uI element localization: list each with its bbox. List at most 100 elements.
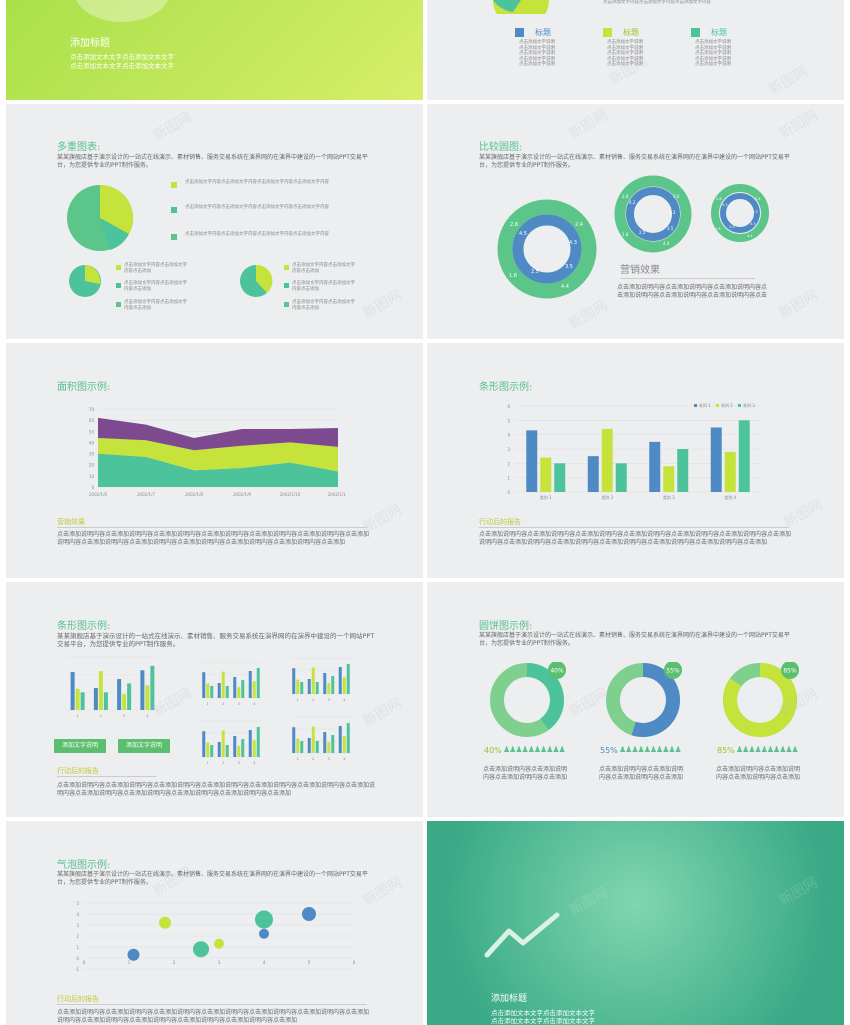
donut-value-arc bbox=[723, 663, 797, 737]
watermark: 新图网 bbox=[150, 864, 195, 900]
bar bbox=[300, 741, 304, 753]
bar bbox=[217, 742, 221, 757]
x-tick-label: 2 bbox=[312, 698, 314, 702]
small-pie-1 bbox=[69, 265, 101, 297]
watermark: 新图网 bbox=[776, 287, 821, 323]
slide9-title: 气泡图示例: bbox=[57, 860, 111, 871]
bar bbox=[331, 676, 335, 694]
area-series-1 bbox=[98, 453, 338, 487]
slide-bar-multiples: 条形图示例: 某某旗舰店基于演示设计的一站式在线演示、素材销售、服务交易系统在演… bbox=[6, 582, 423, 817]
trend-line-icon bbox=[484, 912, 560, 958]
col2-label: 标题 bbox=[623, 28, 639, 37]
x-tick-label: 3 bbox=[123, 714, 125, 718]
bar bbox=[315, 682, 319, 694]
bar bbox=[225, 745, 229, 757]
percent-bubble bbox=[548, 661, 566, 679]
slide7-body: 点击添加说明内容点击添加说明内容点击添加说明内容点击添加说明内容点击添加说明内容… bbox=[57, 782, 376, 797]
y-tick-label: 70 bbox=[89, 407, 95, 412]
col1-text: 点击添加文字说明 点击添加文字说明 点击添加文字说明 点击添加文字说明 点击添加文字说明 bbox=[519, 40, 555, 67]
x-tick-label: 3 bbox=[238, 761, 240, 765]
slide7-subtitle: 行动后的报告 bbox=[57, 767, 99, 775]
bar bbox=[300, 682, 304, 694]
donut-chart: 55% bbox=[606, 661, 682, 737]
bar bbox=[202, 672, 206, 698]
bar bbox=[210, 745, 214, 757]
legend-label: 系列 3 bbox=[743, 402, 755, 408]
bar bbox=[150, 665, 155, 710]
x-tick-label: 5 bbox=[308, 960, 311, 965]
ring1-label-1: 2.8 bbox=[510, 222, 518, 228]
bar bbox=[202, 731, 206, 757]
square-icon bbox=[116, 265, 121, 270]
y-tick-label: 20 bbox=[89, 463, 95, 468]
bar bbox=[338, 726, 342, 753]
donut-value-arc bbox=[631, 663, 680, 737]
mini-bar-chart-main: 1 2 3 4 bbox=[66, 656, 159, 718]
slide6-title: 条形图示例: bbox=[479, 382, 533, 393]
ring3-label-1: 2.8 bbox=[716, 197, 722, 201]
donut-2: 55% 55% ♟♟♟♟♟♟♟♟♟♟ 点击添加说明内容点击添加说明内容点击添加说明内容… bbox=[599, 661, 715, 802]
bar bbox=[233, 736, 237, 757]
col3-label: 标题 bbox=[711, 28, 727, 37]
y-tick-label: 30 bbox=[89, 452, 95, 457]
x-tick-label: 2 bbox=[222, 761, 224, 765]
ring3-label-6: 2.5 bbox=[729, 225, 735, 229]
square-icon bbox=[691, 28, 700, 37]
add-text-button-2[interactable]: 添加文字说明 bbox=[118, 739, 170, 753]
bar bbox=[296, 738, 300, 753]
ring1-label-3: 4.5 bbox=[519, 231, 527, 237]
ring2-label-4: 4.3 bbox=[669, 210, 676, 215]
square-icon bbox=[515, 28, 524, 37]
bar bbox=[663, 466, 675, 492]
add-text-button-1[interactable]: 添加文字说明 bbox=[54, 739, 106, 753]
x-tick-label: 4 bbox=[253, 702, 256, 706]
watermark: 新图网 bbox=[781, 496, 826, 532]
x-tick-label: 2002/1/10 bbox=[280, 492, 301, 497]
watermark: 新图网 bbox=[766, 63, 811, 99]
square-icon bbox=[116, 302, 121, 307]
bar bbox=[710, 427, 722, 492]
donut-1: 40% 40% ♟♟♟♟♟♟♟♟♟♟ 点击添加说明内容点击添加说明内容点击添加说明内容… bbox=[483, 661, 599, 802]
donut-chart: 85% bbox=[723, 661, 799, 737]
square-icon bbox=[603, 28, 612, 37]
x-tick-label: 2002/1/6 bbox=[89, 492, 107, 497]
y-tick-label: 1 bbox=[76, 945, 79, 950]
slide9-desc: 某某旗舰店基于演示设计的一站式在线演示、素材销售、服务交易系统在演界网的在演界中… bbox=[57, 871, 368, 886]
legend-swatch bbox=[716, 404, 719, 407]
bar bbox=[70, 672, 75, 710]
square-icon bbox=[171, 234, 177, 240]
donut-description: 点击添加说明内容点击添加说明内容点击添加说明内容点击添加 bbox=[716, 766, 801, 781]
watermark: 新图网 bbox=[776, 874, 821, 910]
x-tick-label: 类别 4 bbox=[724, 494, 736, 500]
watermark: 新图网 bbox=[360, 695, 405, 731]
slide-multi-chart: 多重图表: 某某旗舰店基于演示设计的一站式在线演示、素材销售、服务交易系统在演界… bbox=[6, 104, 423, 339]
x-tick-label: 类别 1 bbox=[540, 494, 552, 500]
ring2-label-2: 3.6 bbox=[673, 194, 680, 199]
y-tick-label: -1 bbox=[75, 967, 79, 972]
bar bbox=[292, 668, 296, 694]
bar bbox=[615, 463, 627, 492]
legend-label: 系列 1 bbox=[699, 402, 711, 408]
bar bbox=[206, 742, 210, 757]
bar bbox=[677, 449, 689, 492]
ring3-label-3: 4.2 bbox=[722, 203, 728, 207]
mini-bar-chart-3: 1 2 3 4 bbox=[200, 720, 262, 765]
x-tick-label: 类别 3 bbox=[663, 494, 675, 500]
slide5-body: 点击添加说明内容点击添加说明内容点击添加说明内容点击添加说明内容点击添加说明内容… bbox=[57, 531, 370, 546]
slide6-subtitle: 行动后的报告 bbox=[479, 518, 521, 526]
legend-label: 系列 2 bbox=[721, 402, 733, 408]
bar bbox=[103, 692, 108, 710]
x-tick-label: 4 bbox=[146, 714, 149, 718]
slide-three-columns: 点击添加文字内容点击添加文字内容点击添加文字内容 标题 点击添加文字说明 点击添加… bbox=[427, 0, 844, 100]
slide5-title: 面积图示例: bbox=[57, 382, 111, 393]
percent-bubble-label: 85% bbox=[783, 668, 797, 675]
percent-label: 40% bbox=[484, 746, 502, 755]
x-tick-label: 1 bbox=[207, 702, 209, 706]
area-series-3 bbox=[98, 417, 338, 451]
y-tick-label: 0 bbox=[76, 956, 79, 961]
slide5-subtitle: 营销效果 bbox=[57, 518, 85, 526]
bar bbox=[724, 451, 736, 492]
col2-text: 点击添加文字说明 点击添加文字说明 点击添加文字说明 点击添加文字说明 点击添加文字说明 bbox=[607, 40, 643, 67]
slide10-line2: 点击添加文本文字点击添加文本文字 bbox=[491, 1017, 595, 1025]
ring3-label-2: 2.4 bbox=[755, 197, 761, 201]
